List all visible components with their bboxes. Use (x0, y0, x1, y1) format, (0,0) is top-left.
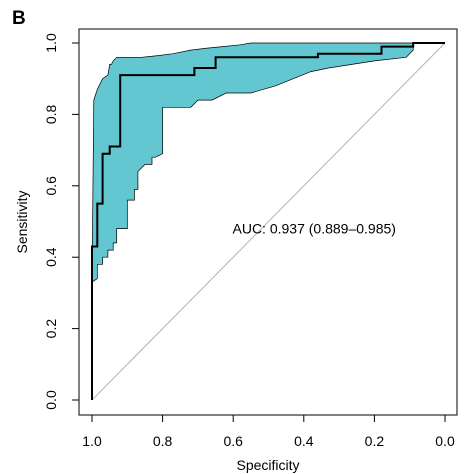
x-tick-label: 0.2 (365, 433, 385, 449)
y-tick-label: 0.2 (43, 319, 59, 339)
y-axis: 0.0 0.2 0.4 0.6 0.8 1.0 (43, 33, 80, 410)
y-tick-label: 0.8 (43, 104, 59, 124)
x-tick-label: 0.0 (435, 433, 455, 449)
x-tick-label: 0.8 (153, 433, 173, 449)
reference-diagonal (91, 42, 446, 401)
x-axis-title: Specificity (236, 457, 299, 473)
plot-area (91, 42, 446, 401)
x-tick-label: 0.4 (294, 433, 314, 449)
x-tick-label: 1.0 (82, 433, 102, 449)
y-tick-label: 0.6 (43, 176, 59, 196)
roc-curve-line (91, 42, 445, 400)
y-tick-label: 0.0 (43, 390, 59, 410)
y-tick-label: 1.0 (43, 33, 59, 53)
y-axis-title: Sensitivity (14, 190, 30, 253)
confidence-band (91, 42, 414, 283)
auc-annotation: AUC: 0.937 (0.889–0.985) (233, 221, 396, 237)
y-tick-label: 0.4 (43, 247, 59, 267)
panel-label: B (12, 8, 26, 29)
x-tick-label: 0.6 (223, 433, 243, 449)
x-axis: 1.0 0.8 0.6 0.4 0.2 0.0 (82, 414, 455, 449)
